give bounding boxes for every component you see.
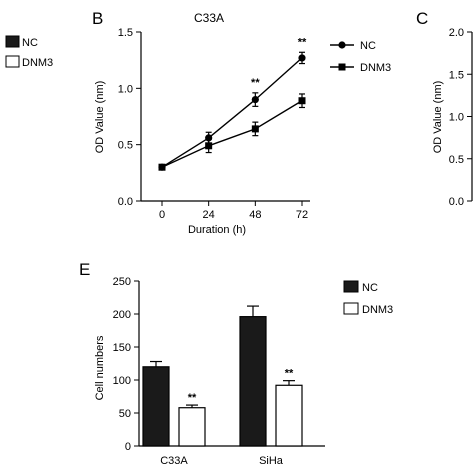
panel-e-y-tick-label: 100 — [113, 375, 131, 387]
panel-e-legend-label-dnm3: DNM3 — [362, 304, 393, 316]
panel-c-line-chart: OD Value (nm) 0.0 0.5 1.0 1.5 2.0 — [432, 27, 473, 208]
panel-b-x-tick-label: 0 — [159, 209, 165, 221]
panel-b-point-dnm3 — [298, 97, 306, 105]
panel-e-y-tick-label: 200 — [113, 309, 131, 321]
panel-b-y-tick-label: 1.0 — [118, 83, 133, 95]
panel-b-significance-label: ** — [298, 37, 307, 49]
left-legend-label-dnm3: DNM3 — [22, 57, 53, 69]
panel-e-y-tick-label: 0 — [125, 441, 131, 453]
panel-e-x-tick-label: C33A — [160, 455, 188, 467]
panel-letter-c: C — [416, 9, 428, 28]
panel-b-y-axis-label: OD Value (nm) — [94, 81, 106, 154]
panel-b-legend-label-nc: NC — [360, 40, 376, 52]
panel-e-y-axis-label: Cell numbers — [94, 335, 106, 400]
left-legend-swatch-dnm3 — [5, 55, 20, 68]
panel-c-y-tick-label: 1.0 — [449, 112, 464, 124]
panel-b-legend-marker-nc — [338, 41, 346, 49]
panel-e-bar-chart: Cell numbers 0 50 100 150 200 250 C33A SiHa **… — [94, 276, 393, 467]
panel-b-x-tick-label: 72 — [296, 209, 308, 221]
panel-e-legend-swatch-nc — [343, 280, 359, 293]
panel-b-point-dnm3 — [158, 163, 166, 171]
panel-b-title: C33A — [194, 11, 224, 25]
panel-b-y-tick-label: 1.5 — [118, 27, 133, 39]
panel-letter-b: B — [92, 9, 103, 28]
panel-e-legend-label-nc: NC — [362, 282, 378, 294]
panel-b-series-line-dnm3 — [161, 100, 303, 168]
panel-b-line-chart: C33A OD Value (nm) Duration (h) 0.0 0.5 1.… — [94, 11, 391, 236]
panel-e-significance-label: ** — [285, 368, 294, 380]
panel-e-bar-dnm3 — [178, 407, 206, 447]
panel-b-point-nc — [251, 96, 259, 104]
left-legend-swatch-nc — [5, 35, 20, 48]
panel-b-y-tick-label: 0.0 — [118, 196, 133, 208]
panel-c-y-tick-label: 2.0 — [449, 27, 464, 39]
panel-c-y-tick-label: 0.5 — [449, 154, 464, 166]
panel-e-bar-dnm3 — [275, 384, 303, 447]
panel-b-series-line-nc — [161, 57, 303, 168]
panel-b-legend-label-dnm3: DNM3 — [360, 62, 391, 74]
left-legend-label-nc: NC — [22, 37, 38, 49]
panel-e-x-tick-label: SiHa — [259, 455, 284, 467]
panel-b-point-dnm3 — [251, 125, 259, 133]
panel-e-y-tick-label: 150 — [113, 342, 131, 354]
panel-b-legend-marker-dnm3 — [338, 63, 346, 71]
panel-c-y-tick-label: 0.0 — [449, 196, 464, 208]
panel-b-point-nc — [298, 54, 306, 62]
panel-e-legend-swatch-dnm3 — [343, 302, 359, 315]
panel-b-x-tick-label: 48 — [249, 209, 261, 221]
left-legend: NC DNM3 — [5, 35, 53, 69]
panel-letter-e: E — [79, 260, 90, 279]
panel-e-y-tick-label: 50 — [119, 408, 131, 420]
panel-b-point-nc — [205, 134, 213, 142]
panel-b-x-axis-label: Duration (h) — [188, 224, 246, 236]
panel-c-y-tick-label: 1.5 — [449, 69, 464, 81]
panel-b-x-tick-label: 24 — [203, 209, 215, 221]
panel-b-significance-label: ** — [251, 77, 260, 89]
panel-e-significance-label: ** — [188, 392, 197, 404]
panel-e-bar-nc — [142, 366, 170, 447]
panel-e-y-tick-label: 250 — [113, 276, 131, 288]
panel-b-y-tick-label: 0.5 — [118, 140, 133, 152]
panel-b-point-dnm3 — [205, 142, 213, 150]
panel-c-y-axis-label: OD Value (nm) — [432, 81, 444, 154]
panel-e-bar-nc — [239, 316, 267, 447]
